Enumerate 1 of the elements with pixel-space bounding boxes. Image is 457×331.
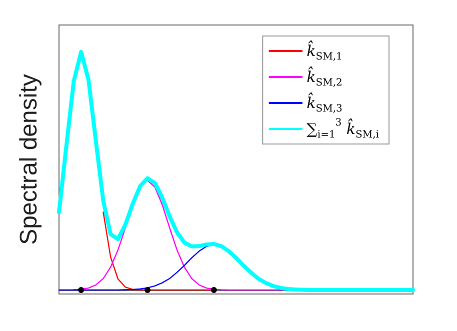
y-axis-title: Spectral density xyxy=(16,74,42,245)
